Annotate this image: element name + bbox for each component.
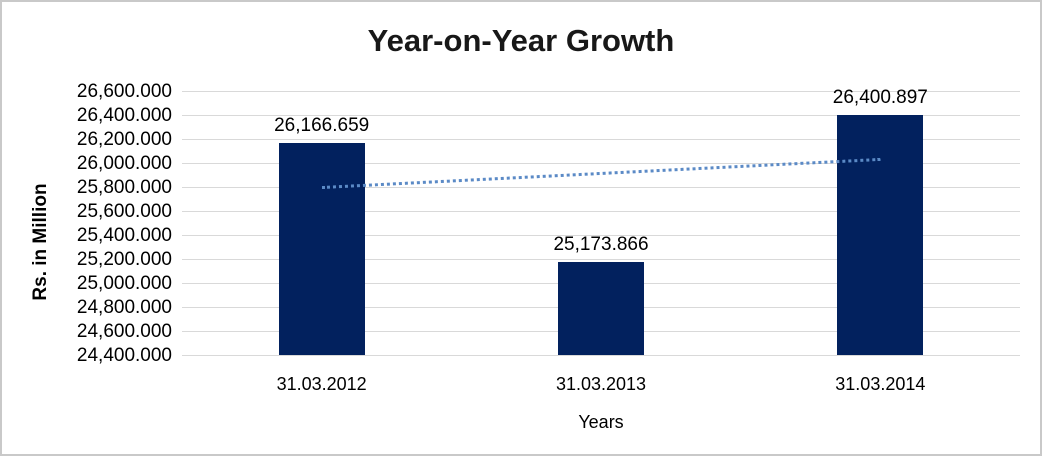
gridline — [182, 139, 1020, 140]
y-axis-tick-label: 24,800.000 — [76, 297, 172, 318]
bar-data-label: 25,173.866 — [553, 234, 649, 256]
bar — [278, 143, 365, 355]
gridline — [182, 355, 1020, 356]
y-axis-title: Rs. in Million — [30, 183, 51, 301]
y-axis-tick-label: 26,200.000 — [76, 129, 172, 150]
bar — [558, 262, 644, 355]
gridline — [182, 211, 1020, 212]
y-axis-tick-label: 24,600.000 — [76, 321, 172, 342]
gridline — [182, 163, 1020, 164]
y-axis-tick-label: 26,600.000 — [76, 81, 172, 102]
x-axis-tick-label: 31.03.2012 — [276, 374, 367, 394]
plot-area: 26,600.000 26,400.000 26,200.000 26,000.000… — [77, 82, 1020, 393]
y-axis-tick-label: 25,800.000 — [76, 177, 172, 198]
y-axis-tick-label: 25,600.000 — [76, 201, 172, 222]
y-axis-tick-label: 26,000.000 — [76, 153, 172, 174]
x-axis-tick-label: 31.03.2013 — [555, 374, 647, 394]
gridline — [182, 187, 1020, 188]
y-axis-tick-label: 25,400.000 — [76, 225, 172, 246]
y-axis-tick-label: 24,400.000 — [76, 345, 172, 366]
x-axis-title: Years — [578, 412, 624, 432]
y-axis-tick-label: 25,200.000 — [76, 249, 172, 270]
bar-data-label: 26,166.659 — [274, 115, 370, 136]
y-axis-tick-label: 26,400.000 — [76, 105, 172, 126]
chart-title: Year-on-Year Growth — [367, 23, 675, 58]
gridline — [182, 235, 1020, 236]
bar — [837, 114, 924, 355]
y-axis-tick-label: 25,000.000 — [76, 273, 172, 294]
gridline — [182, 259, 1020, 260]
x-axis-tick-label: 31.03.2014 — [835, 374, 926, 394]
gridline — [182, 91, 1020, 92]
gridline — [182, 115, 1020, 116]
bar-data-label: 26,400.897 — [832, 86, 928, 108]
